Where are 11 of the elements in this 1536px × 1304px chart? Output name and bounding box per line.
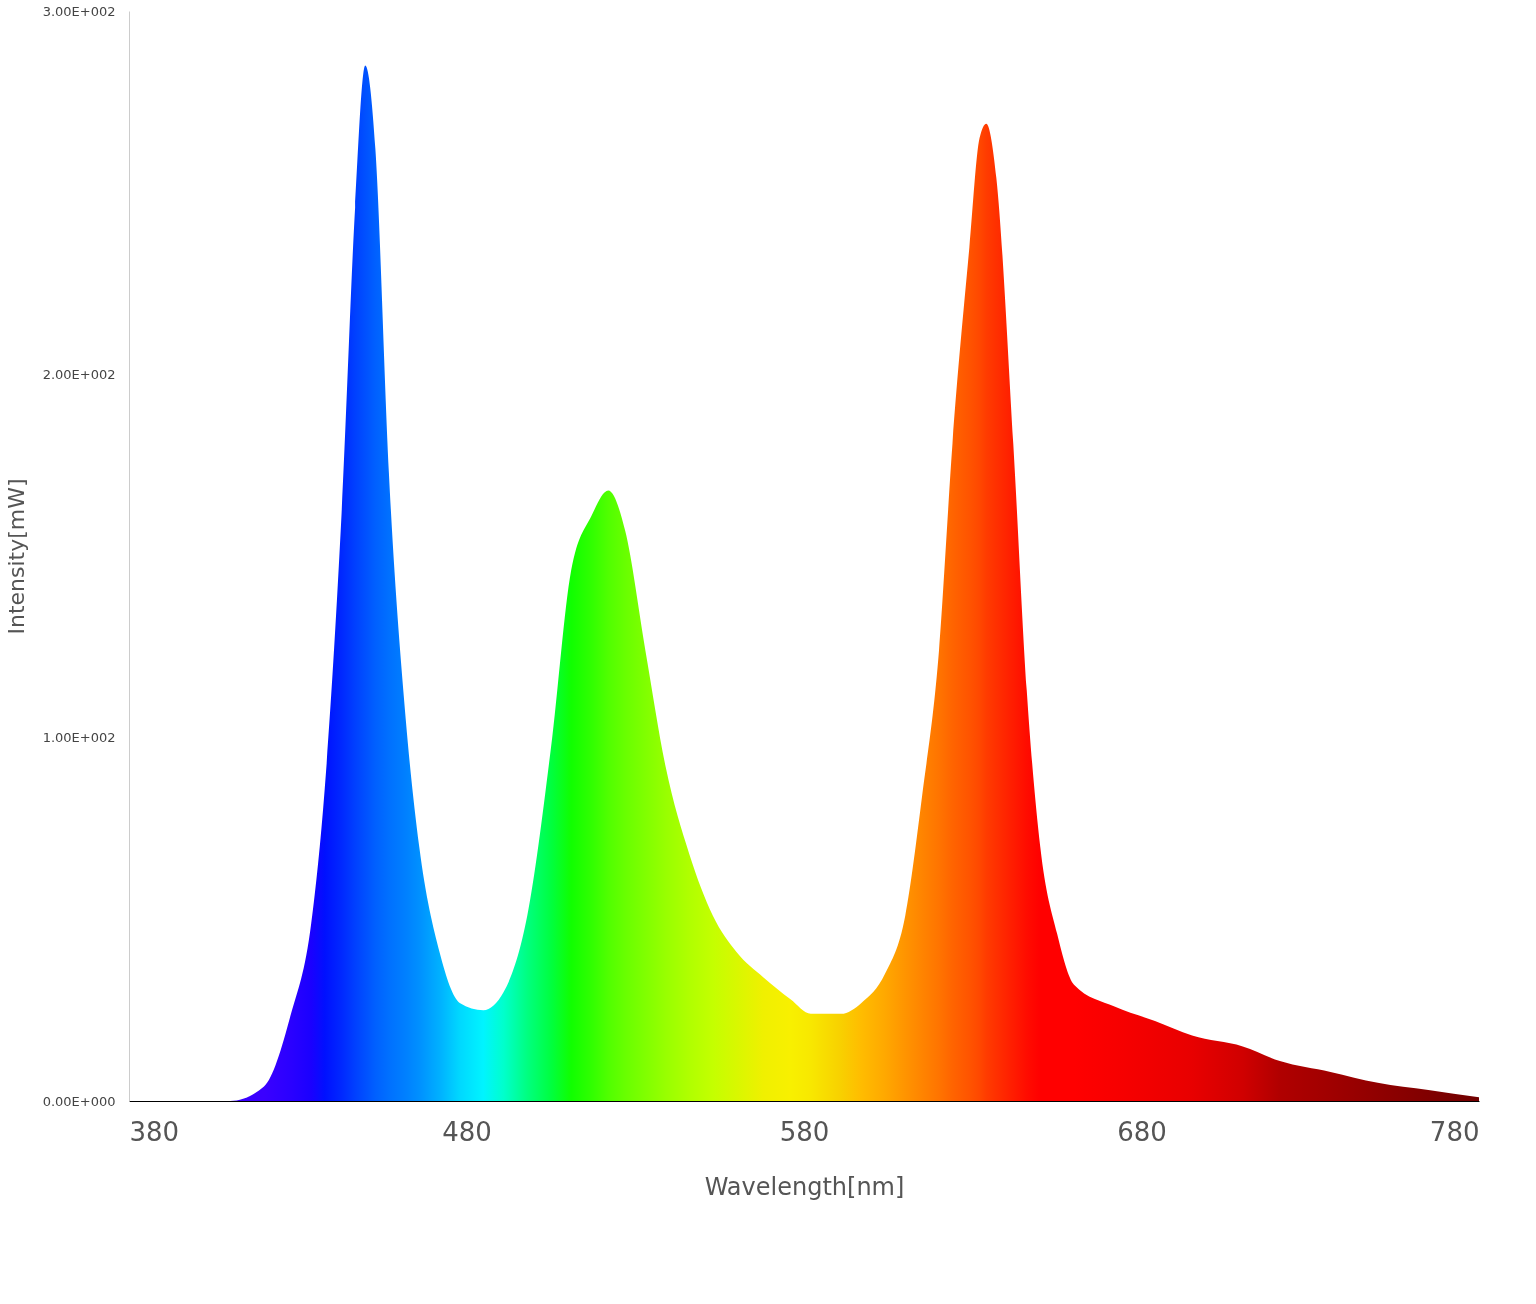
y-tick-label: 0.00E+000 bbox=[42, 1093, 116, 1109]
x-tick-label: 680 bbox=[1117, 1116, 1167, 1147]
x-tick-label: 380 bbox=[129, 1116, 180, 1147]
y-tick-label: 1.00E+002 bbox=[42, 730, 116, 746]
y-axis-title: Intensity[mW] bbox=[3, 478, 29, 635]
y-tick-label: 2.00E+002 bbox=[42, 366, 116, 382]
x-tick-label: 780 bbox=[1429, 1116, 1480, 1147]
x-tick-label: 580 bbox=[779, 1116, 830, 1147]
y-tick-label: 3.00E+002 bbox=[42, 3, 116, 19]
x-axis-title: Wavelength[nm] bbox=[704, 1172, 905, 1201]
x-tick-label: 480 bbox=[442, 1116, 492, 1147]
